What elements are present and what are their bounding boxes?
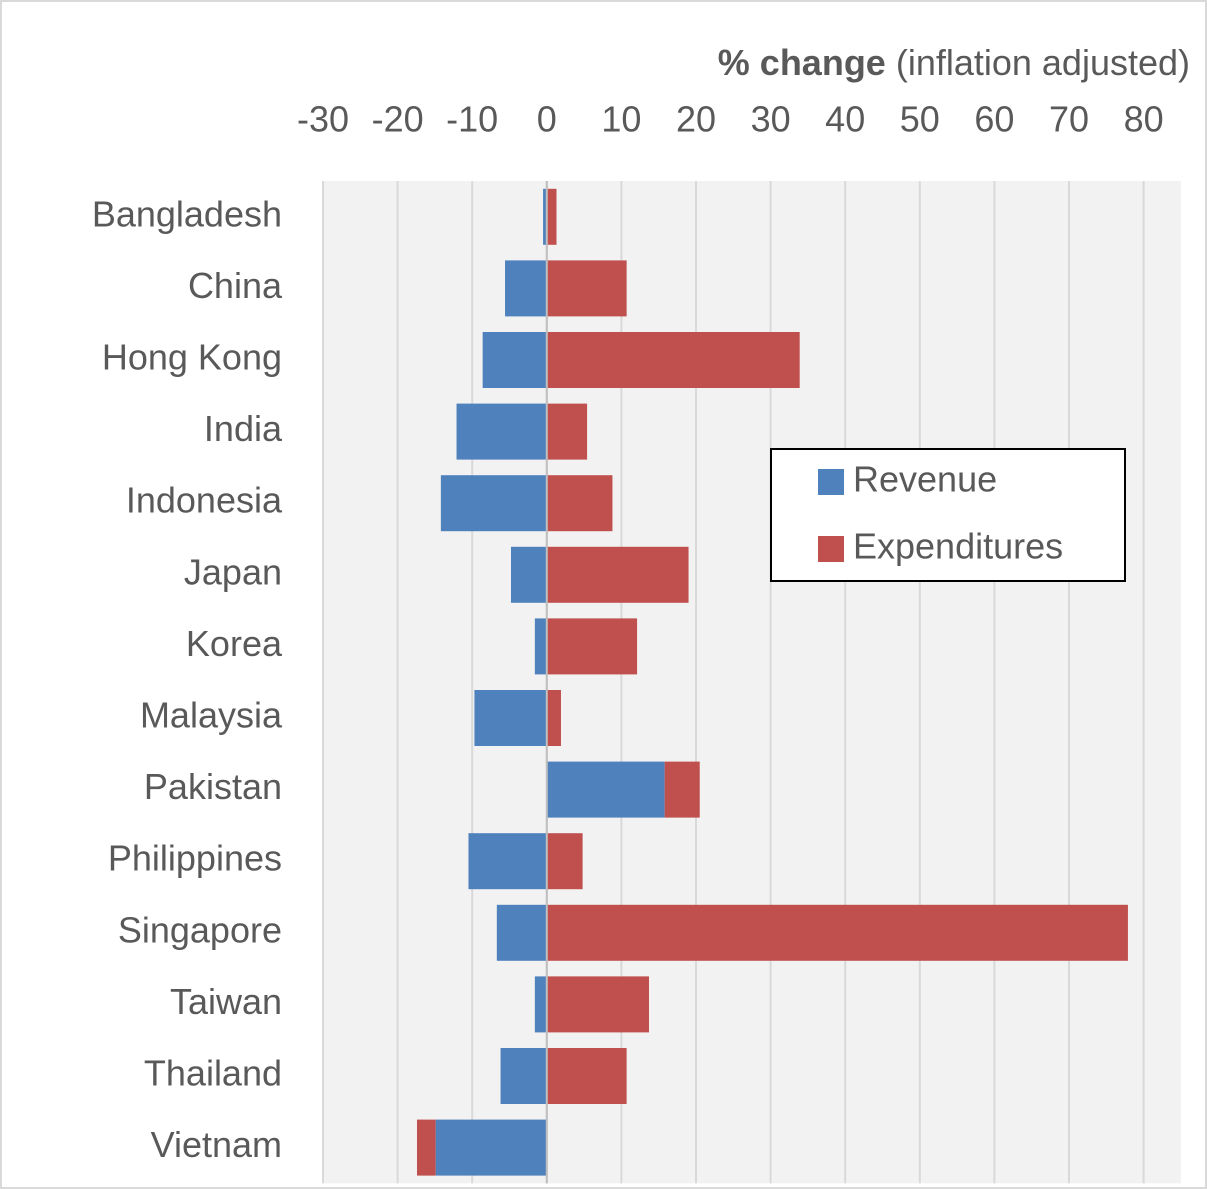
bar — [435, 1119, 547, 1176]
bar — [546, 188, 557, 245]
x-tick-label: 10 — [601, 99, 641, 140]
axis-title-bold: % change — [718, 42, 886, 83]
y-tick-label: Japan — [184, 551, 282, 592]
x-tick-label: -20 — [372, 99, 424, 140]
y-tick-label: Hong Kong — [102, 337, 282, 378]
x-tick-label: 40 — [825, 99, 865, 140]
legend-swatch — [818, 469, 844, 495]
bar — [546, 690, 561, 746]
axis-title-rest: (inflation adjusted) — [896, 42, 1190, 83]
bar — [546, 475, 613, 532]
bar — [546, 761, 665, 818]
x-tick-label: 20 — [676, 99, 716, 140]
x-tick-label: -10 — [446, 99, 498, 140]
y-tick-label: Singapore — [118, 909, 282, 950]
y-tick-label: Malaysia — [140, 695, 283, 736]
bar — [440, 475, 547, 532]
y-tick-label: Korea — [186, 623, 283, 664]
legend-swatch — [818, 536, 844, 562]
bar — [546, 618, 638, 675]
x-tick-label: 30 — [751, 99, 791, 140]
bar — [546, 332, 800, 388]
bar — [482, 332, 547, 388]
bar — [456, 403, 547, 460]
bar — [546, 1048, 627, 1104]
x-tick-label: 60 — [974, 99, 1014, 140]
bar — [416, 1119, 436, 1176]
legend-label: Revenue — [853, 459, 997, 500]
x-tick-label: 80 — [1124, 99, 1164, 140]
axis-title: % change (inflation adjusted) — [718, 42, 1190, 83]
x-tick-label: 70 — [1049, 99, 1089, 140]
y-tick-label: Indonesia — [126, 480, 283, 521]
bar — [546, 403, 588, 460]
bar — [546, 976, 650, 1033]
y-tick-label: Vietnam — [151, 1124, 282, 1165]
bar — [546, 546, 689, 603]
plot-area — [322, 181, 1181, 1184]
y-tick-label: Thailand — [144, 1053, 282, 1094]
bar — [534, 976, 547, 1033]
bar — [468, 833, 547, 890]
y-tick-label: India — [204, 408, 283, 449]
plot-background — [323, 181, 1181, 1184]
bar — [510, 546, 547, 603]
bar — [546, 833, 583, 890]
y-tick-label: Taiwan — [170, 981, 282, 1022]
x-tick-label: 0 — [537, 99, 557, 140]
bar — [543, 188, 547, 245]
bar — [664, 761, 700, 818]
x-tick-label: 50 — [900, 99, 940, 140]
y-tick-label: China — [188, 265, 283, 306]
bar — [496, 904, 547, 961]
bar — [505, 260, 547, 317]
bar — [534, 618, 547, 675]
y-tick-label: Philippines — [108, 838, 282, 879]
legend-label: Expenditures — [853, 526, 1063, 567]
bar — [546, 904, 1128, 961]
bar — [474, 690, 547, 746]
bar — [546, 260, 627, 317]
y-tick-label: Pakistan — [144, 766, 282, 807]
x-tick-label: -30 — [297, 99, 349, 140]
bar — [500, 1048, 547, 1104]
y-tick-label: Bangladesh — [92, 193, 282, 234]
